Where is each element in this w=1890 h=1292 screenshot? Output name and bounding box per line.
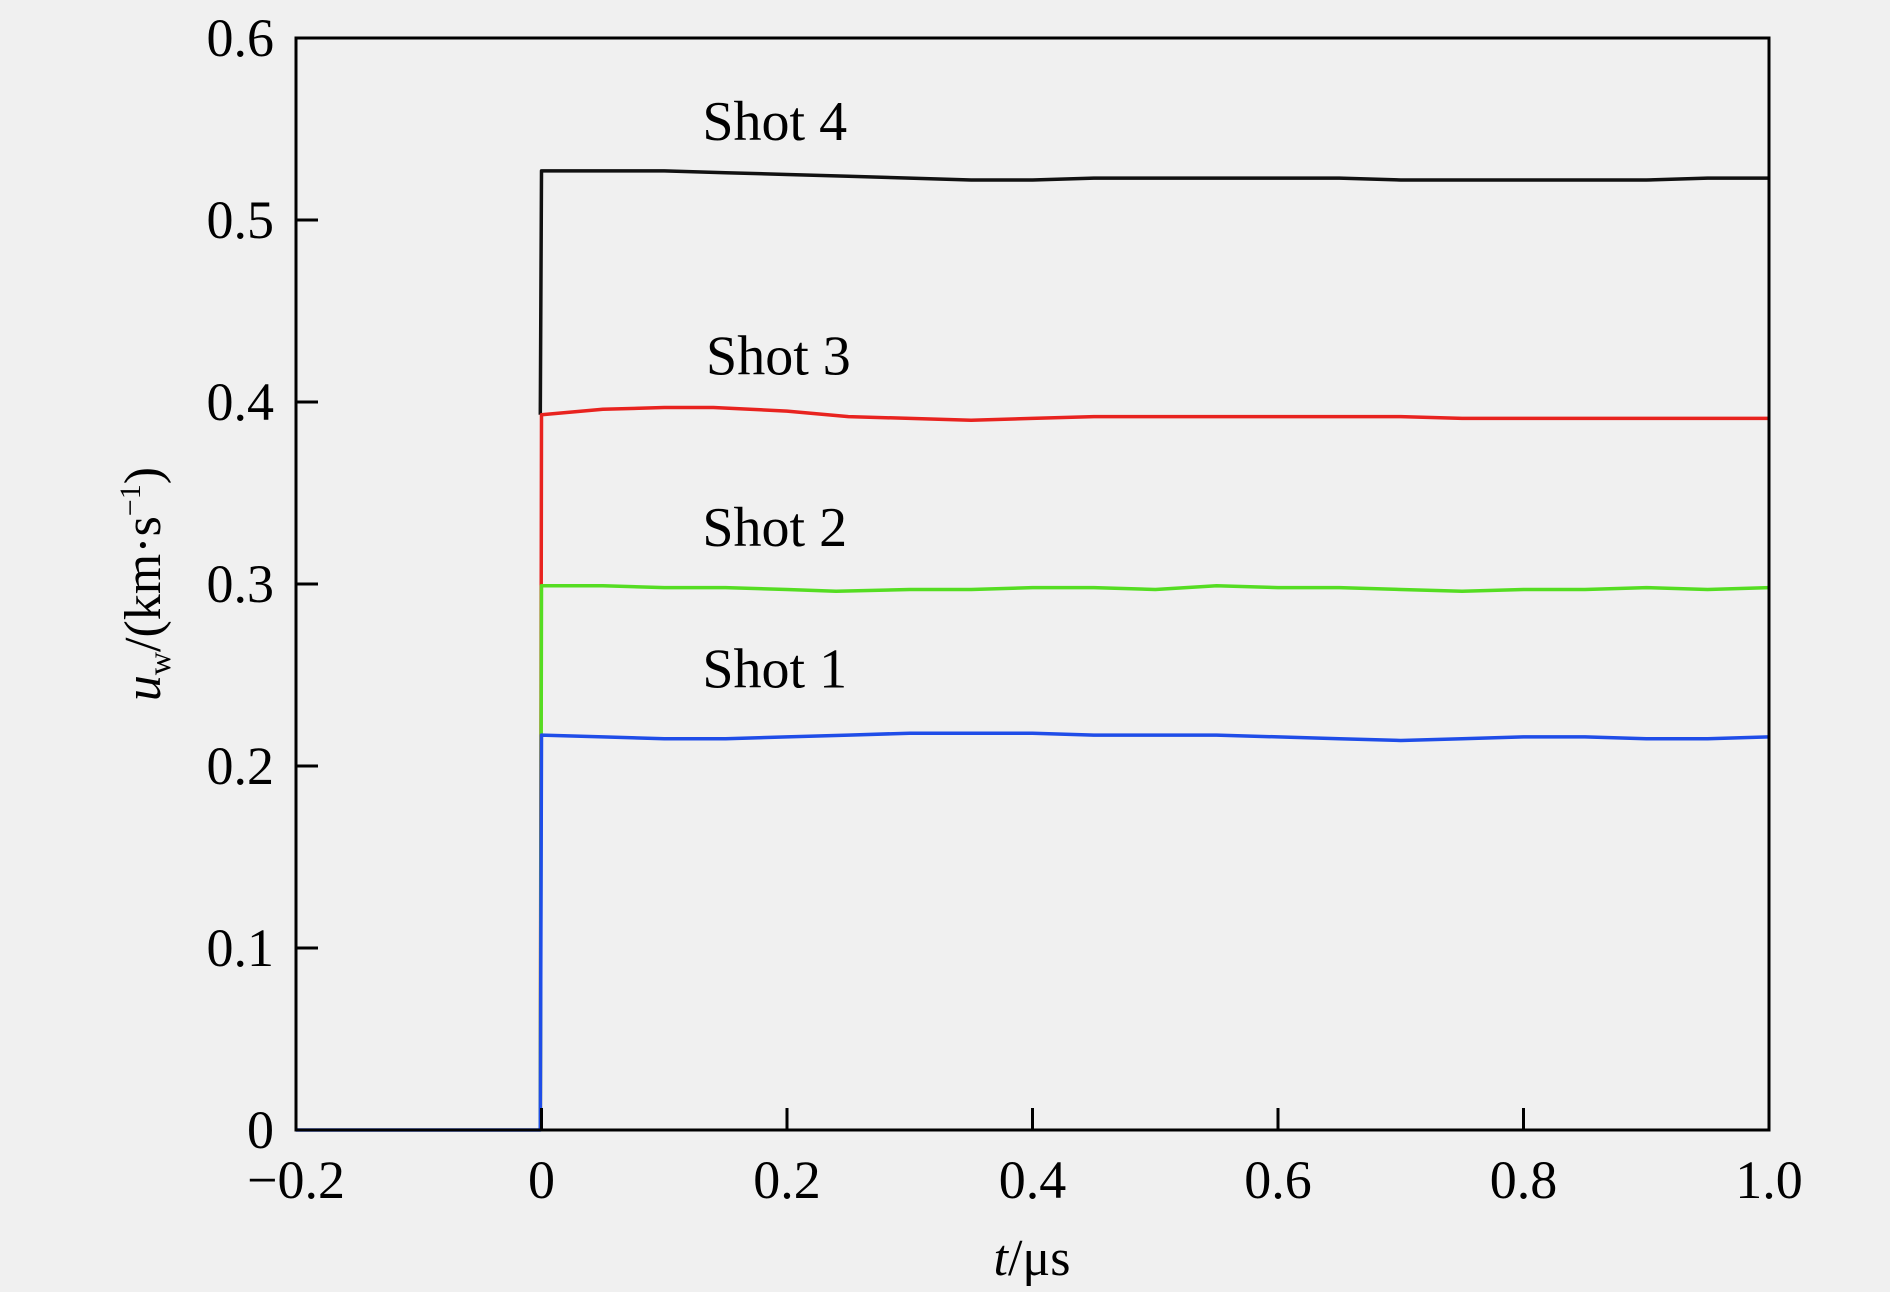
x-tick-label: 0.6 <box>1244 1150 1312 1210</box>
y-tick-label: 0 <box>247 1100 274 1160</box>
series-label-shot-4: Shot 4 <box>702 91 847 153</box>
x-axis-label-var: t <box>993 1230 1009 1287</box>
y-tick-label: 0.4 <box>207 372 275 432</box>
x-tick-label: 0.4 <box>999 1150 1067 1210</box>
y-tick-label: 0.3 <box>207 554 275 614</box>
y-tick-label: 0.5 <box>207 190 275 250</box>
y-axis-label-var: u <box>115 675 172 701</box>
y-axis-label-group: uw/(km·s−1) <box>114 467 177 701</box>
series-line-shot-2 <box>538 584 1770 1131</box>
series-line-shot-4 <box>538 169 1769 415</box>
y-axis-label-unit-sup: −1 <box>114 484 147 516</box>
x-axis-label: t/μs <box>993 1230 1070 1287</box>
series-layer <box>296 169 1770 1132</box>
series-labels: Shot 1 Shot 2 Shot 3 Shot 4 <box>702 91 850 701</box>
y-tick-label: 0.1 <box>207 918 275 978</box>
x-tick-label: 1.0 <box>1735 1150 1803 1210</box>
x-tick-label: 0.8 <box>1490 1150 1558 1210</box>
x-axis-label-unit: /μs <box>1008 1230 1071 1287</box>
ticks-layer: −0.2 0 0.2 0.4 0.6 0.8 1.000.10.20.30.40.50.6 <box>207 8 1803 1210</box>
y-axis-label-unit: /(km·s <box>115 516 172 652</box>
x-tick-label: 0 <box>528 1150 555 1210</box>
y-axis-label-unit-close: ) <box>115 467 172 484</box>
series-label-shot-3: Shot 3 <box>706 326 851 388</box>
y-tick-label: 0.6 <box>207 8 275 68</box>
x-tick-label: −0.2 <box>247 1150 345 1210</box>
y-axis-label: uw/(km·s−1) <box>114 467 177 701</box>
series-label-shot-2: Shot 2 <box>702 497 847 559</box>
series-line-shot-1 <box>296 731 1770 1132</box>
series-line-shot-3 <box>538 405 1769 1131</box>
y-axis-label-sub: w <box>141 652 177 675</box>
x-tick-label: 0.2 <box>753 1150 821 1210</box>
series-label-shot-1: Shot 1 <box>702 639 847 701</box>
y-tick-label: 0.2 <box>207 736 275 796</box>
